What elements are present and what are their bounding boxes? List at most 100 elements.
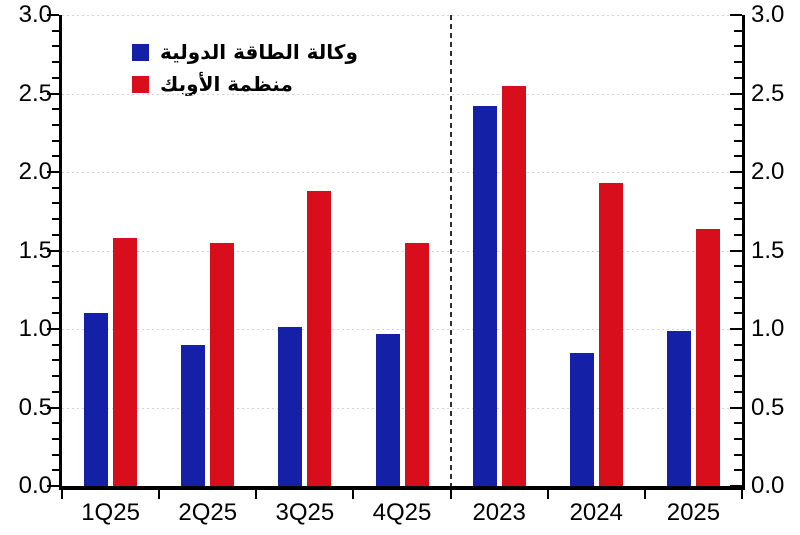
y-minor-tick-left <box>52 108 59 111</box>
bar-opec-1Q25 <box>113 237 138 486</box>
y-minor-tick-left <box>52 359 59 362</box>
y-major-tick-right <box>730 171 742 173</box>
x-boundary-tick <box>741 490 743 499</box>
bar-opec-2025 <box>695 228 720 486</box>
y-minor-tick-left <box>52 280 59 283</box>
y-minor-tick-left <box>52 218 59 221</box>
y-major-tick-right <box>730 485 742 487</box>
bar-opec-4Q25 <box>404 242 429 486</box>
y-minor-tick-right <box>734 233 742 236</box>
gridline-1.0 <box>62 329 742 330</box>
y-minor-tick-right <box>734 312 742 315</box>
y-minor-tick-left <box>52 390 59 393</box>
y-minor-tick-right <box>734 359 742 362</box>
legend-item-iea: وكالة الطاقة الدولية <box>132 39 358 65</box>
y-minor-tick-right <box>734 155 742 158</box>
gridline-1.5 <box>62 250 742 252</box>
bar-iea-2Q25 <box>181 344 206 486</box>
y-minor-tick-right <box>734 453 742 456</box>
y-axis-label-right-1.5: 1.5 <box>751 236 785 264</box>
x-axis-label-2025: 2025 <box>666 499 721 526</box>
y-minor-tick-left <box>52 233 59 236</box>
y-minor-tick-right <box>734 218 742 221</box>
y-axis-label-right-0.5: 0.5 <box>751 393 785 421</box>
x-axis-label-2024: 2024 <box>569 499 623 526</box>
bar-iea-2023 <box>472 106 497 486</box>
bar-iea-3Q25 <box>278 327 303 486</box>
y-minor-tick-right <box>734 108 742 111</box>
x-axis-line <box>59 486 745 490</box>
y-minor-tick-left <box>52 123 59 126</box>
y-minor-tick-left <box>52 61 59 64</box>
y-minor-tick-right <box>734 202 742 205</box>
y-axis-line-right <box>742 15 745 490</box>
y-minor-tick-left <box>52 422 59 425</box>
y-minor-tick-right <box>734 375 742 378</box>
bar-iea-4Q25 <box>375 333 400 486</box>
y-minor-tick-right <box>734 437 742 440</box>
y-axis-label-left-2.0: 2.0 <box>18 158 52 185</box>
y-major-tick-left <box>47 485 59 487</box>
y-minor-tick-left <box>52 155 59 158</box>
bar-iea-2025 <box>666 330 691 486</box>
plot-area: وكالة الطاقة الدولية منظمة الأوبك 1Q25 2Q… <box>47 14 745 526</box>
x-boundary-tick <box>449 490 452 499</box>
x-boundary-tick <box>546 490 549 499</box>
y-minor-tick-left <box>52 296 59 299</box>
legend-swatch-opec <box>132 75 149 93</box>
y-axis-line-left <box>59 15 62 490</box>
y-minor-tick-left <box>52 469 59 472</box>
y-minor-tick-left <box>52 202 59 205</box>
series-divider-line <box>449 15 452 486</box>
y-axis-label-right-1.0: 1.0 <box>751 315 785 342</box>
legend-swatch-iea <box>132 43 149 61</box>
gridline-3.0 <box>62 15 742 16</box>
x-boundary-tick <box>158 490 161 499</box>
gridline-2.5 <box>62 93 742 95</box>
y-axis-label-left-1.5: 1.5 <box>18 236 52 264</box>
bar-iea-1Q25 <box>84 313 109 486</box>
bar-iea-2024 <box>569 352 594 486</box>
y-minor-tick-right <box>734 45 742 48</box>
x-boundary-tick <box>352 490 355 499</box>
legend-label-iea: وكالة الطاقة الدولية <box>160 40 358 64</box>
y-axis-label-right-2.0: 2.0 <box>751 158 785 185</box>
y-major-tick-right <box>730 328 742 330</box>
y-minor-tick-right <box>734 280 742 283</box>
y-minor-tick-left <box>52 312 59 315</box>
x-boundary-tick <box>643 490 646 499</box>
y-minor-tick-right <box>734 61 742 64</box>
y-minor-tick-left <box>52 453 59 456</box>
legend-item-opec: منظمة الأوبك <box>132 71 358 97</box>
bar-opec-2024 <box>598 183 623 486</box>
y-major-tick-right <box>730 406 742 409</box>
y-major-tick-right <box>730 92 742 95</box>
y-minor-tick-left <box>52 437 59 440</box>
y-minor-tick-left <box>52 265 59 268</box>
y-axis-label-left-3.0: 3.0 <box>18 1 52 28</box>
legend: وكالة الطاقة الدولية منظمة الأوبك <box>132 39 358 97</box>
y-minor-tick-right <box>734 296 742 299</box>
y-axis-label-left-2.5: 2.5 <box>18 79 52 107</box>
y-axis-label-left-0.5: 0.5 <box>18 393 52 421</box>
y-major-tick-left <box>47 171 59 173</box>
y-minor-tick-right <box>734 469 742 472</box>
gridline-0.5 <box>62 407 742 409</box>
y-major-tick-left <box>47 406 59 409</box>
y-axis-label-left-0.0: 0.0 <box>18 472 52 499</box>
legend-label-opec: منظمة الأوبك <box>160 72 293 96</box>
y-major-tick-left <box>47 92 59 95</box>
x-axis-label-1Q25: 1Q25 <box>81 499 140 526</box>
y-minor-tick-right <box>734 343 742 346</box>
y-major-tick-right <box>730 14 742 16</box>
x-axis-label-3Q25: 3Q25 <box>275 499 335 526</box>
y-major-tick-left <box>47 328 59 330</box>
bar-opec-2023 <box>501 85 526 486</box>
y-axis-label-left-1.0: 1.0 <box>18 315 52 342</box>
y-minor-tick-right <box>734 123 742 126</box>
y-minor-tick-right <box>734 76 742 79</box>
gridline-2.0 <box>62 172 742 173</box>
x-boundary-tick <box>61 490 63 499</box>
y-major-tick-left <box>47 14 59 16</box>
